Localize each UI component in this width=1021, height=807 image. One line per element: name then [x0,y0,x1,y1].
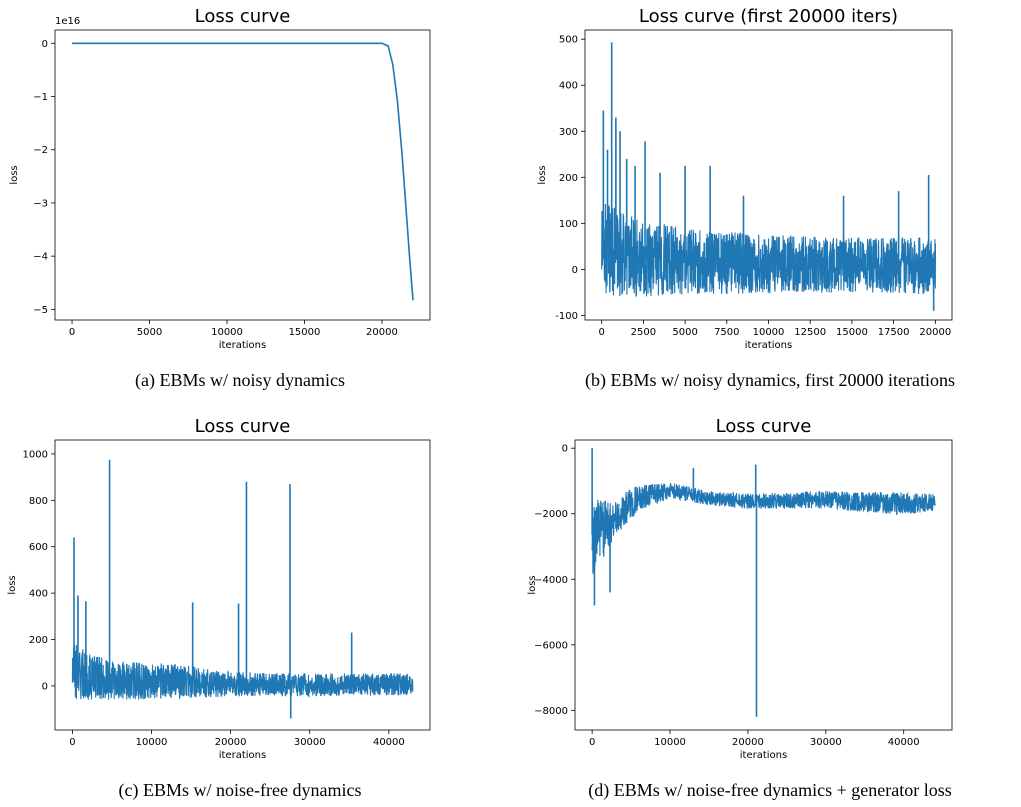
y-tick-label: 200 [559,173,578,184]
chart-c: Loss curve 0 10000 20000 30000 40000 0 200 400 60… [7,416,431,761]
chart-title: Loss curve [195,6,291,27]
x-tick-label: 40000 [888,737,920,748]
y-tick-label: 100 [559,219,578,230]
chart-a: Loss curve 1e16 0 5000 10000 15000 20000 0 −1 −2 −… [9,6,431,351]
panel-c: Loss curve 0 10000 20000 30000 40000 0 200 400 60… [0,410,460,770]
y-tick-label: −4 [33,252,48,263]
x-tick-label: 0 [598,327,604,338]
x-tick-label: 12500 [794,327,826,338]
x-tick-label: 20000 [215,737,247,748]
y-axis-label: loss [527,575,538,594]
offset-text: 1e16 [55,16,80,27]
x-tick-label: 0 [69,737,75,748]
y-tick-label: −4000 [534,575,568,586]
x-tick-label: 5000 [137,327,162,338]
x-tick-label: 15000 [289,327,321,338]
chart-title: Loss curve (first 20000 iters) [639,6,898,27]
panel-d: Loss curve 0 10000 20000 30000 40000 0 −2000 −40… [510,410,1010,770]
y-tick-label: 1000 [23,449,48,460]
y-axis-label: loss [537,165,548,184]
series-line-group [591,448,936,717]
y-axis-label: loss [9,165,20,184]
y-tick-label: 0 [562,444,568,455]
x-tick-label: 30000 [810,737,842,748]
y-tick-label: 0 [42,39,48,50]
caption-d: (d) EBMs w/ noise-free dynamics + genera… [588,780,952,800]
caption-c: (c) EBMs w/ noise-free dynamics [118,780,362,800]
y-tick-label: 600 [29,542,48,553]
y-tick-label: 0 [572,265,578,276]
y-tick-label: 800 [29,496,48,507]
panel-a: Loss curve 1e16 0 5000 10000 15000 20000 0 −1 −2 −… [0,0,460,360]
x-tick-label: 20000 [732,737,764,748]
x-tick-label: 17500 [878,327,910,338]
x-tick-label: 0 [589,737,595,748]
series-line-group [601,42,937,311]
panel-b: Loss curve (first 20000 iters) 0 2500 5000 7… [520,0,1020,360]
x-tick-label: 10000 [211,327,243,338]
x-tick-label: 30000 [294,737,326,748]
x-tick-label: 15000 [836,327,868,338]
series-line [72,42,414,301]
chart-b: Loss curve (first 20000 iters)0 2500 5000 7… [537,6,953,351]
chart-d: Loss curve 0 10000 20000 30000 40000 0 −2000 −40… [527,416,953,761]
axes-frame [54,439,431,731]
caption-b: (b) EBMs w/ noisy dynamics, first 20000 … [585,370,955,390]
x-tick-label: 10000 [136,737,168,748]
series-line-group [71,459,414,719]
series-line-group [72,42,414,301]
x-tick-label: 10000 [753,327,785,338]
x-tick-label: 2500 [631,327,656,338]
y-tick-label: −2000 [534,509,568,520]
x-axis-label: iterations [740,750,787,761]
x-tick-label: 10000 [654,737,686,748]
x-axis-label: iterations [745,340,792,351]
y-tick-label: −5 [33,305,48,316]
y-axis-label: loss [7,575,18,594]
x-tick-label: 20000 [366,327,398,338]
x-tick-label: 20000 [919,327,951,338]
x-axis-label: iterations [219,750,266,761]
x-tick-label: 0 [69,327,75,338]
y-tick-label: −8000 [534,706,568,717]
series-line [591,483,936,574]
y-tick-label: 500 [559,35,578,46]
x-tick-label: 5000 [672,327,697,338]
y-tick-label: 400 [29,589,48,600]
y-tick-label: 400 [559,81,578,92]
y-tick-label: −6000 [534,640,568,651]
y-tick-label: −2 [33,145,48,156]
y-tick-label: 200 [29,635,48,646]
axes-frame [54,29,431,321]
axes-frame [574,439,953,731]
x-tick-label: 40000 [373,737,405,748]
y-tick-label: -100 [555,311,578,322]
y-tick-label: 300 [559,127,578,138]
series-line [71,644,414,700]
y-tick-label: 0 [42,681,48,692]
series-line [601,203,937,297]
x-tick-label: 7500 [714,327,739,338]
y-tick-label: −3 [33,198,48,209]
y-tick-label: −1 [33,92,48,103]
chart-title: Loss curve [716,416,812,437]
caption-a: (a) EBMs w/ noisy dynamics [135,370,345,390]
x-axis-label: iterations [219,340,266,351]
chart-title: Loss curve [195,416,291,437]
